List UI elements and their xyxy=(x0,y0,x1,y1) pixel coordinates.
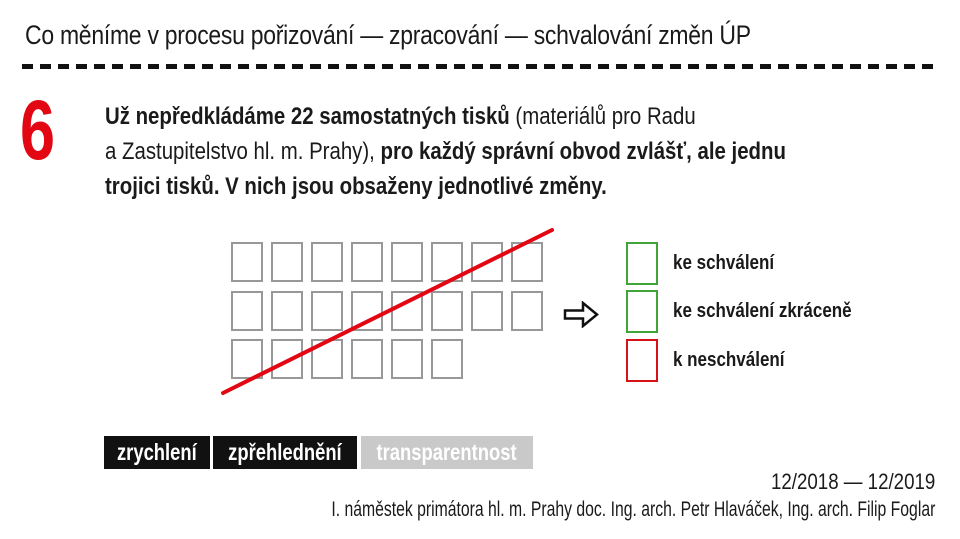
document-square xyxy=(351,290,383,331)
legend-item-reject: k neschválení xyxy=(626,339,804,382)
document-square xyxy=(351,339,383,379)
documents-grid xyxy=(231,242,543,388)
paragraph-bold-text: Už nepředkládáme 22 samostatných tisků xyxy=(105,103,510,130)
arrow-right-icon xyxy=(563,300,600,329)
legend-item-approve-shortened: ke schválení zkráceně xyxy=(626,290,883,333)
tag-transparentnost: transparentnost xyxy=(361,436,533,469)
document-square xyxy=(231,242,263,282)
document-square xyxy=(351,242,383,282)
document-square xyxy=(391,242,423,282)
document-square xyxy=(471,290,503,331)
document-square xyxy=(271,339,303,379)
tag-zprehledneni: zpřehlednění xyxy=(213,436,357,469)
dashed-divider xyxy=(22,64,935,69)
legend-item-approve: ke schválení xyxy=(626,242,792,285)
document-square xyxy=(311,339,343,379)
grid-row xyxy=(231,290,543,331)
page-title: Co měníme v procesu pořizování — zpracov… xyxy=(25,20,879,51)
paragraph-regular-text: (materiálů pro Radu xyxy=(509,103,696,130)
document-square xyxy=(431,290,463,331)
document-square xyxy=(231,290,263,331)
document-square xyxy=(471,242,503,282)
green-square-icon xyxy=(626,242,658,285)
document-square xyxy=(431,339,463,379)
date-range: 12/2018 — 12/2019 xyxy=(770,469,935,494)
document-square xyxy=(391,339,423,379)
red-square-icon xyxy=(626,339,658,382)
document-square xyxy=(391,290,423,331)
legend-label: ke schválení zkráceně xyxy=(673,300,852,322)
document-square xyxy=(271,290,303,331)
tag-label: zrychlení xyxy=(117,439,197,465)
step-number: 6 xyxy=(20,83,56,177)
document-square xyxy=(511,242,543,282)
paragraph-line-3: trojici tisků. V nich jsou obsaženy jedn… xyxy=(105,169,906,204)
green-square-icon xyxy=(626,290,658,333)
grid-row xyxy=(231,339,543,379)
legend-label: k neschválení xyxy=(673,349,785,371)
document-square xyxy=(311,242,343,282)
document-square xyxy=(431,242,463,282)
intro-paragraph: Už nepředkládáme 22 samostatných tisků (… xyxy=(105,99,906,204)
paragraph-regular-text: a Zastupitelstvo hl. m. Prahy), xyxy=(105,138,381,165)
tag-label: transparentnost xyxy=(376,439,518,465)
tag-zrychleni: zrychlení xyxy=(104,436,210,469)
document-square xyxy=(511,290,543,331)
grid-row xyxy=(231,242,543,282)
page-title-text: Co měníme v procesu pořizování — zpracov… xyxy=(25,20,751,50)
paragraph-bold-text: pro každý správní obvod zvlášť, ale jedn… xyxy=(380,138,786,165)
paragraph-line-1: Už nepředkládáme 22 samostatných tisků (… xyxy=(105,99,906,134)
credit-line: I. náměstek primátora hl. m. Prahy doc. … xyxy=(331,498,935,521)
document-square xyxy=(271,242,303,282)
document-square xyxy=(231,339,263,379)
legend-label: ke schválení xyxy=(673,252,775,274)
document-square xyxy=(311,290,343,331)
paragraph-line-2: a Zastupitelstvo hl. m. Prahy), pro každ… xyxy=(105,134,906,169)
paragraph-bold-text: trojici tisků. V nich jsou obsaženy jedn… xyxy=(105,173,607,200)
tag-label: zpřehlednění xyxy=(228,439,342,465)
